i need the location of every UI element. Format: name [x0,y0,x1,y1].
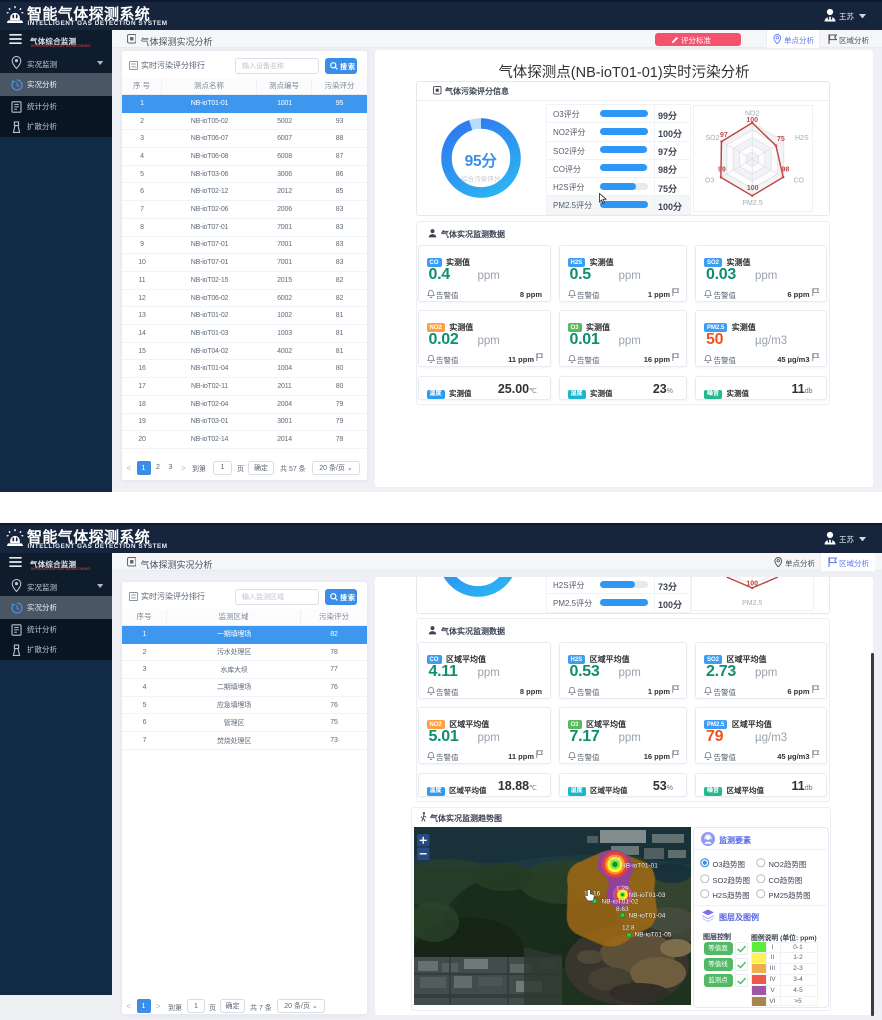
svg-text:100: 100 [746,117,758,124]
svg-text:100: 100 [746,580,758,587]
svg-text:97: 97 [720,132,728,139]
svg-text:1.29: 1.29 [616,886,629,893]
svg-text:NB-ioT01-01: NB-ioT01-01 [621,863,658,870]
svg-text:8.63: 8.63 [616,906,629,913]
svg-text:NB-ioT01-04: NB-ioT01-04 [629,913,666,920]
svg-text:99: 99 [718,167,726,174]
svg-text:100: 100 [747,185,759,192]
svg-text:O3: O3 [705,178,714,185]
svg-text:PM2.5: PM2.5 [742,600,762,607]
svg-text:75: 75 [777,136,785,143]
svg-text:NB-ioT01-02: NB-ioT01-02 [602,899,639,906]
svg-text:CO: CO [794,178,805,185]
svg-text:NB-ioT01-05: NB-ioT01-05 [635,932,672,939]
svg-text:14.16: 14.16 [584,891,601,898]
svg-text:SO2: SO2 [706,135,720,142]
svg-text:0.01: 0.01 [609,856,622,863]
svg-text:NB-ioT01-03: NB-ioT01-03 [629,892,666,899]
svg-text:PM2.5: PM2.5 [742,200,762,207]
svg-text:H2S: H2S [795,135,809,142]
svg-text:98: 98 [782,167,790,174]
svg-text:NO2: NO2 [745,111,760,118]
svg-text:12.8: 12.8 [622,925,635,932]
